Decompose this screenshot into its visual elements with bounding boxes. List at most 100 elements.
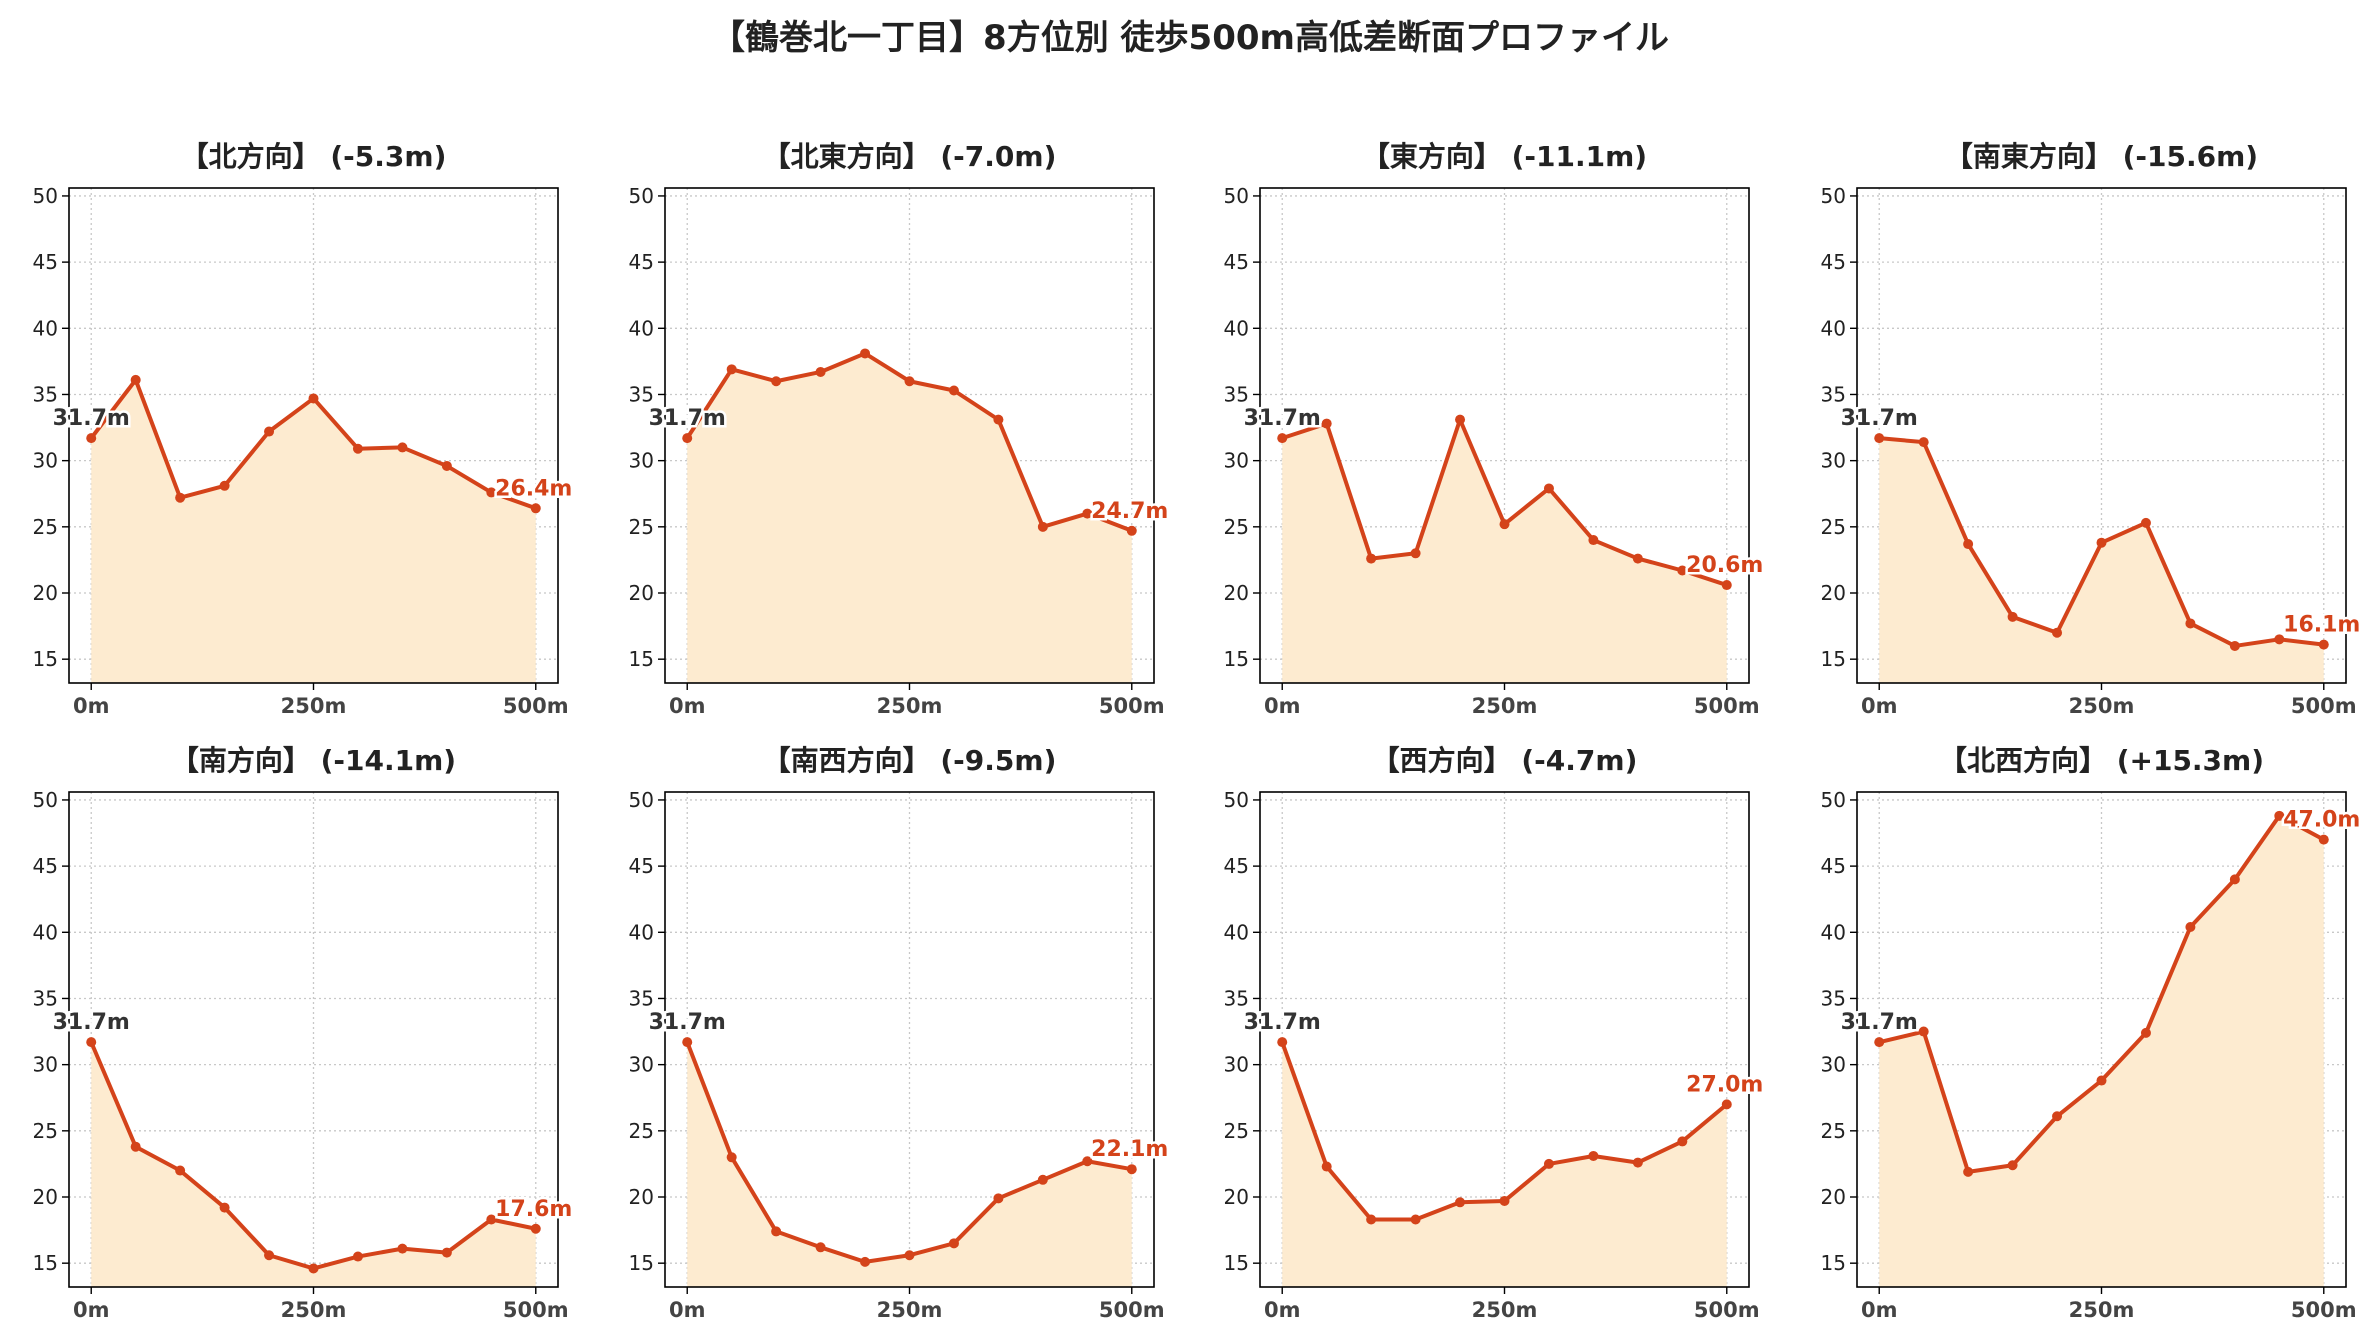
x-tick-label: 500m: [503, 1298, 569, 1322]
x-tick-label: 0m: [73, 694, 110, 718]
data-point: [2229, 874, 2240, 885]
y-tick-label: 35: [33, 986, 58, 1010]
x-tick-label: 250m: [2069, 694, 2135, 718]
y-tick-label: 45: [33, 854, 58, 878]
data-point: [2185, 618, 2196, 629]
data-point: [397, 1243, 408, 1254]
y-tick-label: 20: [1224, 581, 1249, 605]
data-point: [2096, 537, 2107, 548]
start-value-label: 31.7m: [649, 406, 726, 431]
subplot-title: 【西方向】 (-4.7m): [1372, 744, 1638, 777]
x-tick-label: 0m: [1861, 694, 1898, 718]
data-point: [2274, 634, 2285, 645]
data-point: [530, 1223, 541, 1234]
data-point: [815, 1242, 826, 1253]
start-value-label: 31.7m: [53, 406, 130, 431]
y-tick-label: 15: [629, 1251, 654, 1275]
data-point: [1963, 539, 1974, 550]
y-tick-label: 20: [1821, 581, 1846, 605]
start-value-label: 31.7m: [1244, 1010, 1321, 1035]
data-point: [1082, 1156, 1093, 1167]
y-tick-label: 25: [629, 515, 654, 539]
subplot-title: 【北西方向】 (+15.3m): [1939, 744, 2264, 777]
x-tick-label: 500m: [2291, 694, 2357, 718]
data-point: [1321, 418, 1332, 429]
data-point: [682, 433, 693, 444]
y-tick-label: 45: [1224, 250, 1249, 274]
data-point: [86, 1037, 97, 1048]
x-tick-label: 250m: [281, 694, 347, 718]
y-tick-label: 45: [1224, 854, 1249, 878]
data-point: [1366, 553, 1377, 564]
x-tick-label: 250m: [1472, 694, 1538, 718]
subplot-title: 【南方向】 (-14.1m): [171, 744, 456, 777]
y-tick-label: 25: [1821, 1119, 1846, 1143]
data-point: [2052, 627, 2063, 638]
data-point: [1366, 1214, 1377, 1225]
data-point: [2140, 1027, 2151, 1038]
x-tick-label: 250m: [1472, 1298, 1538, 1322]
data-point: [2229, 640, 2240, 651]
y-tick-label: 25: [1224, 515, 1249, 539]
y-tick-label: 20: [33, 1185, 58, 1209]
data-point: [2185, 922, 2196, 932]
y-tick-label: 50: [1821, 788, 1846, 812]
data-point: [130, 1141, 141, 1152]
y-tick-label: 30: [1224, 449, 1249, 473]
y-tick-label: 45: [1821, 854, 1846, 878]
data-point: [352, 1251, 363, 1262]
y-tick-label: 20: [33, 581, 58, 605]
end-value-label: 24.7m: [1091, 499, 1168, 524]
y-tick-label: 45: [33, 250, 58, 274]
data-point: [1410, 1214, 1421, 1225]
y-tick-label: 15: [33, 647, 58, 671]
y-tick-label: 40: [1821, 316, 1846, 340]
data-point: [530, 503, 541, 514]
y-tick-label: 20: [629, 1185, 654, 1209]
y-tick-label: 15: [33, 1251, 58, 1275]
y-tick-label: 40: [629, 316, 654, 340]
x-tick-label: 500m: [1099, 1298, 1165, 1322]
data-point: [175, 492, 186, 503]
y-tick-label: 20: [1224, 1185, 1249, 1209]
y-tick-label: 25: [1224, 1119, 1249, 1143]
start-value-label: 31.7m: [1841, 406, 1918, 431]
area-fill: [1282, 1042, 1727, 1287]
data-point: [815, 366, 826, 377]
y-tick-label: 40: [33, 920, 58, 944]
start-value-label: 31.7m: [1841, 1010, 1918, 1035]
x-tick-label: 500m: [503, 694, 569, 718]
data-point: [352, 443, 363, 454]
y-tick-label: 35: [1821, 986, 1846, 1010]
data-point: [1588, 535, 1599, 546]
area-fill: [1879, 438, 2324, 683]
data-point: [948, 385, 959, 396]
x-tick-label: 0m: [669, 694, 706, 718]
x-tick-label: 0m: [1861, 1298, 1898, 1322]
y-tick-label: 50: [33, 788, 58, 812]
start-value-label: 31.7m: [53, 1010, 130, 1035]
data-point: [308, 393, 319, 404]
data-point: [86, 433, 97, 444]
y-tick-label: 50: [1224, 788, 1249, 812]
y-tick-label: 35: [33, 382, 58, 406]
subplot-title: 【北方向】 (-5.3m): [181, 140, 447, 173]
data-point: [726, 364, 737, 375]
y-tick-label: 15: [1224, 647, 1249, 671]
y-tick-label: 40: [629, 920, 654, 944]
data-point: [219, 1202, 230, 1213]
data-point: [1874, 433, 1885, 444]
y-tick-label: 40: [1821, 920, 1846, 944]
data-point: [1499, 1195, 1510, 1206]
x-tick-label: 250m: [877, 1298, 943, 1322]
x-tick-label: 0m: [1264, 1298, 1301, 1322]
y-tick-label: 15: [629, 647, 654, 671]
data-point: [1588, 1150, 1599, 1161]
x-tick-label: 500m: [1099, 694, 1165, 718]
data-point: [1455, 414, 1466, 425]
data-point: [2096, 1075, 2107, 1086]
